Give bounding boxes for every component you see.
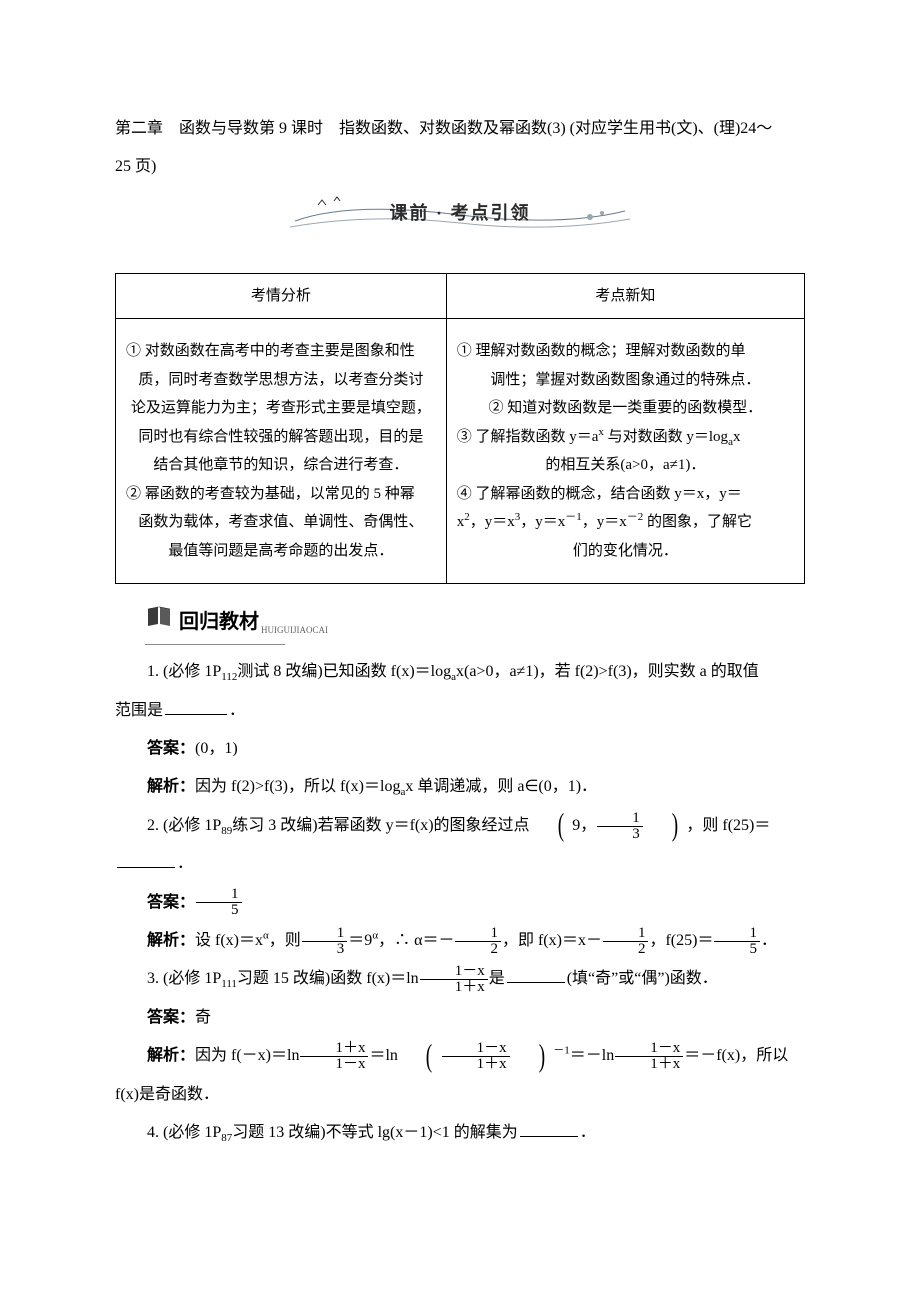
q1-answer: 答案：(0，1) [115, 730, 805, 768]
th-left: 考情分析 [116, 273, 447, 319]
left-p1-l4: 同时也有综合性较强的解答题出现，目的是 [126, 423, 436, 452]
left-p2-l2: 函数为载体，考查求值、单调性、奇偶性、 [126, 508, 436, 537]
section-return-textbook: 回归教材 HUIGUIJIAOCAI [145, 602, 805, 642]
right-r4-l2: x2，y＝x3，y＝x－1，y＝x－2 的图象，了解它 [457, 508, 794, 537]
q3-explain: 解析：因为 f(－x)＝ln1＋x1－x＝ln(1－x1＋x)－1＝－ln1－x… [115, 1037, 805, 1114]
q1-blank [165, 699, 227, 715]
q1-stem: 1. (必修 1P112测试 8 改编)已知函数 f(x)＝logax(a>0，… [115, 653, 805, 691]
right-r2: ② 知道对数函数是一类重要的函数模型． [457, 394, 794, 423]
q1-explain: 解析：因为 f(2)>f(3)，所以 f(x)＝logax 单调递减，则 a∈(… [115, 768, 805, 806]
left-p2-l3: 最值等问题是高考命题的出发点． [126, 537, 436, 566]
banner-text: 课前 · 考点引领 [290, 193, 630, 233]
banner: 课前 · 考点引领 [290, 193, 630, 233]
left-p1-l1: ① 对数函数在高考中的考查主要是图象和性 [126, 337, 436, 366]
left-p2-l1: ② 幂函数的考查较为基础，以常见的 5 种幂 [126, 480, 436, 509]
exam-analysis-table: 考情分析 考点新知 ① 对数函数在高考中的考查主要是图象和性 质，同时考查数学思… [115, 273, 805, 585]
q2-answer: 答案：15 [115, 884, 805, 922]
td-right: ① 理解对数函数的概念；理解对数函数的单 调性；掌握对数函数图象通过的特殊点． … [446, 319, 804, 584]
left-p1-l3: 论及运算能力为主；考查形式主要是填空题， [126, 394, 436, 423]
q4-stem: 4. (必修 1P87习题 13 改编)不等式 lg(x－1)<1 的解集为． [115, 1114, 805, 1152]
q2-stem: 2. (必修 1P89练习 3 改编)若幂函数 y＝f(x)的图象经过点(9，1… [115, 807, 805, 884]
right-r3-l2: 的相互关系(a>0，a≠1)． [457, 451, 794, 480]
right-r4-l3: 们的变化情况． [457, 537, 794, 566]
right-r4-l1: ④ 了解幂函数的概念，结合函数 y＝x，y＝ [457, 480, 794, 509]
left-p1-l2: 质，同时考查数学思想方法，以考查分类讨 [126, 366, 436, 395]
q3-stem: 3. (必修 1P111习题 15 改编)函数 f(x)＝ln1－x1＋x是(填… [115, 960, 805, 998]
left-p1-l5: 结合其他章节的知识，综合进行考查． [126, 451, 436, 480]
section-underline [145, 644, 285, 645]
q1-stem-line2: 范围是． [115, 692, 805, 730]
section-label: 回归教材 [179, 602, 259, 642]
right-r1-l2: 调性；掌握对数函数图象通过的特殊点． [457, 366, 794, 395]
q2-explain: 解析：设 f(x)＝xα，则13＝9α，∴ α＝－12，即 f(x)＝x－12，… [115, 922, 805, 960]
right-r1-l1: ① 理解对数函数的概念；理解对数函数的单 [457, 337, 794, 366]
q2-blank [117, 852, 175, 868]
section-pinyin: HUIGUIJIAOCAI [261, 621, 328, 639]
chapter-title-line2: 25 页) [115, 148, 805, 186]
chapter-title-line1: 第二章 函数与导数第 9 课时 指数函数、对数函数及幂函数(3) (对应学生用书… [115, 110, 805, 148]
th-right: 考点新知 [446, 273, 804, 319]
right-r3-l1: ③ 了解指数函数 y＝ax 与对数函数 y＝logax [457, 423, 794, 452]
book-icon [145, 604, 173, 640]
q3-blank [507, 967, 565, 983]
banner-container: 课前 · 考点引领 [115, 193, 805, 245]
q4-blank [520, 1121, 578, 1137]
td-left: ① 对数函数在高考中的考查主要是图象和性 质，同时考查数学思想方法，以考查分类讨… [116, 319, 447, 584]
q3-answer: 答案：奇 [115, 999, 805, 1037]
